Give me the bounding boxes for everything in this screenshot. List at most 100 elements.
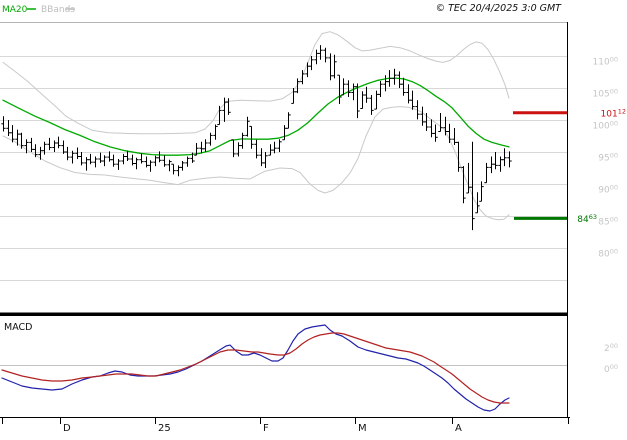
price-bar [208, 132, 213, 146]
price-bar [309, 56, 314, 71]
price-bar [180, 161, 185, 171]
price-bar [318, 45, 323, 60]
price-bar [42, 141, 47, 155]
price-bar [433, 124, 438, 142]
price-bar [438, 113, 443, 132]
price-bar [194, 143, 199, 156]
macd-tick-label: 000 [604, 363, 618, 375]
support-label: 8463 [577, 213, 597, 225]
price-bar [369, 95, 374, 115]
price-bar [98, 152, 103, 163]
price-bar [392, 68, 397, 85]
price-bar [475, 192, 480, 214]
price-bar [300, 70, 305, 85]
time-tick-label: M [358, 423, 367, 434]
price-bar [447, 123, 452, 143]
price-bar [249, 125, 254, 149]
price-bar [47, 137, 52, 151]
ma20-polyline [2, 77, 510, 156]
price-bar [148, 160, 153, 172]
price-bar [374, 90, 379, 110]
price-axis-labels: 11000 10500 10000 9500 9000 8500 8000 [593, 56, 618, 260]
price-bar [397, 71, 402, 88]
price-bar [424, 113, 429, 131]
price-bar [295, 78, 300, 94]
price-bar [139, 153, 144, 164]
price-bar [144, 156, 149, 168]
price-bar [130, 154, 135, 166]
price-bar [102, 155, 107, 167]
price-bar [199, 141, 204, 154]
price-bar [167, 159, 172, 172]
price-bar [461, 166, 466, 204]
price-bar [236, 142, 241, 157]
price-bar [272, 141, 277, 154]
support-resistance-lines: 10112 8463 [513, 107, 626, 225]
legend-bbands-label: BBands [41, 5, 75, 15]
price-bar [484, 162, 489, 184]
resistance-label: 10112 [601, 107, 626, 119]
price-gridlines [0, 56, 567, 281]
time-axis: D 25 F M A [2, 417, 569, 434]
price-bar [61, 140, 66, 154]
price-bar [364, 86, 369, 103]
panel-separator [0, 312, 567, 316]
price-bar [332, 54, 337, 79]
ma20-line [2, 77, 510, 156]
price-bar [52, 140, 57, 152]
price-bar [282, 125, 287, 141]
legend-ma20-label: MA20 [2, 5, 28, 15]
price-bar [305, 62, 310, 78]
price-bar [157, 151, 162, 163]
price-bar [185, 156, 190, 167]
price-bar [231, 139, 236, 158]
price-bar [286, 112, 291, 129]
price-bar [456, 141, 461, 172]
price-bar [507, 151, 512, 168]
price-bar [217, 105, 222, 125]
price-bar [323, 47, 328, 63]
price-bar [355, 83, 360, 119]
price-bar [134, 157, 139, 170]
price-bar [65, 146, 70, 161]
price-bar [29, 137, 34, 152]
price-bar [493, 152, 498, 170]
bollinger-upper-band [2, 31, 510, 135]
price-bar [116, 159, 121, 170]
chart-timestamp: © TEC 20/4/2025 3:0 GMT [436, 3, 563, 14]
price-bar [213, 124, 218, 140]
price-bar [245, 116, 250, 137]
price-bar [351, 83, 356, 101]
time-tick-label: 25 [158, 423, 171, 434]
price-bar [88, 153, 93, 165]
price-bar [291, 88, 296, 104]
price-bar [401, 77, 406, 96]
signal-polyline [1, 332, 510, 404]
price-bar [254, 139, 259, 159]
price-bar [328, 53, 333, 81]
price-bar [15, 129, 20, 146]
macd-polyline [1, 324, 510, 412]
price-bar [93, 156, 98, 168]
price-bar [6, 120, 11, 136]
price-bar [171, 163, 176, 175]
price-bar [10, 125, 15, 143]
price-bar [268, 144, 273, 156]
price-bar [387, 70, 392, 87]
price-bar [259, 148, 264, 167]
price-bar [153, 155, 158, 167]
price-bar [337, 74, 342, 104]
price-bar [111, 154, 116, 167]
price-bar [479, 181, 484, 202]
price-bar [79, 152, 84, 166]
price-bar [415, 100, 420, 120]
price-bar [190, 152, 195, 163]
price-bar [240, 132, 245, 149]
indicator-legend: MA20 BBands [2, 5, 75, 15]
price-bar [222, 97, 227, 122]
price-bars [1, 45, 512, 231]
price-bar [33, 144, 38, 158]
price-bar [203, 139, 208, 152]
price-bar [378, 81, 383, 97]
